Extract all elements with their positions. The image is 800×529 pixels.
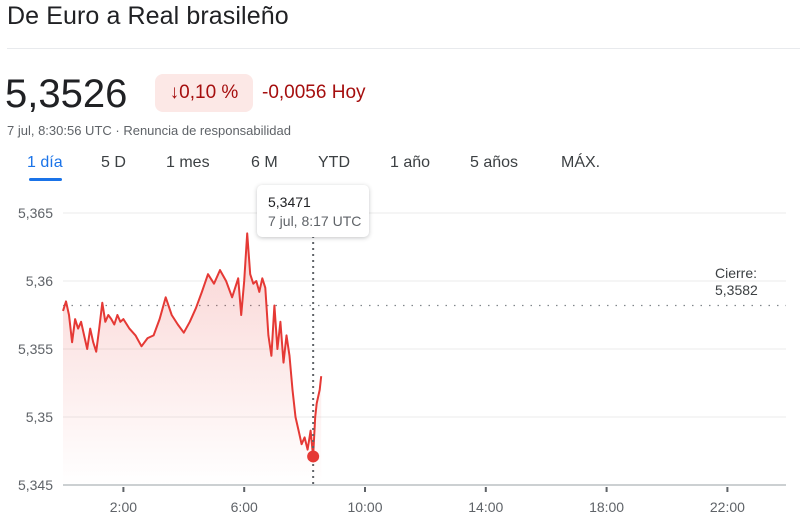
page-title: De Euro a Real brasileño xyxy=(7,2,289,30)
change-absolute: -0,0056 Hoy xyxy=(262,82,366,103)
hover-tooltip: 5,3471 7 jul, 8:17 UTC xyxy=(257,185,369,237)
svg-text:5,35: 5,35 xyxy=(26,409,53,425)
y-axis-labels: 5,345 5,35 5,355 5,36 5,365 xyxy=(18,205,53,493)
svg-text:6:00: 6:00 xyxy=(231,499,258,515)
svg-text:18:00: 18:00 xyxy=(589,499,624,515)
svg-text:5,36: 5,36 xyxy=(26,273,53,289)
range-tabs: 1 día 5 D 1 mes 6 M YTD 1 año 5 años MÁX… xyxy=(0,154,640,184)
previous-close-label: Cierre: 5,3582 xyxy=(715,265,758,299)
x-axis-ticks: 2:00 6:00 10:00 14:00 18:00 22:00 xyxy=(110,487,745,515)
svg-text:5,345: 5,345 xyxy=(18,477,53,493)
tab-1-month[interactable]: 1 mes xyxy=(166,154,210,171)
price-area-fill xyxy=(63,233,322,485)
svg-text:22:00: 22:00 xyxy=(710,499,745,515)
change-percent-badge: ↓0,10 % xyxy=(155,74,253,112)
svg-text:14:00: 14:00 xyxy=(468,499,503,515)
current-price: 5,3526 xyxy=(5,72,128,116)
close-label-text: Cierre: xyxy=(715,265,758,281)
active-tab-indicator xyxy=(29,178,62,181)
tooltip-value: 5,3471 xyxy=(268,194,311,210)
svg-text:5,365: 5,365 xyxy=(18,205,53,221)
timestamp-disclaimer[interactable]: 7 jul, 8:30:56 UTC · Renuncia de respons… xyxy=(7,123,292,138)
svg-text:10:00: 10:00 xyxy=(347,499,382,515)
close-label-value: 5,3582 xyxy=(715,282,758,298)
svg-text:2:00: 2:00 xyxy=(110,499,137,515)
price-chart[interactable]: 5,345 5,35 5,355 5,36 5,365 2:00 6:00 10:00 14:… xyxy=(0,180,800,529)
header-divider xyxy=(7,48,800,49)
price-line xyxy=(62,232,323,458)
tooltip-time: 7 jul, 8:17 UTC xyxy=(268,213,362,229)
tab-1-day[interactable]: 1 día xyxy=(27,154,63,171)
tab-max[interactable]: MÁX. xyxy=(561,154,601,171)
tab-1-year[interactable]: 1 año xyxy=(390,154,431,171)
svg-text:5,355: 5,355 xyxy=(18,341,53,357)
tab-5-days[interactable]: 5 D xyxy=(101,154,126,171)
tab-ytd[interactable]: YTD xyxy=(318,154,350,171)
tab-5-years[interactable]: 5 años xyxy=(470,154,519,171)
tab-6-months[interactable]: 6 M xyxy=(251,154,278,171)
hover-point-marker xyxy=(307,450,320,463)
